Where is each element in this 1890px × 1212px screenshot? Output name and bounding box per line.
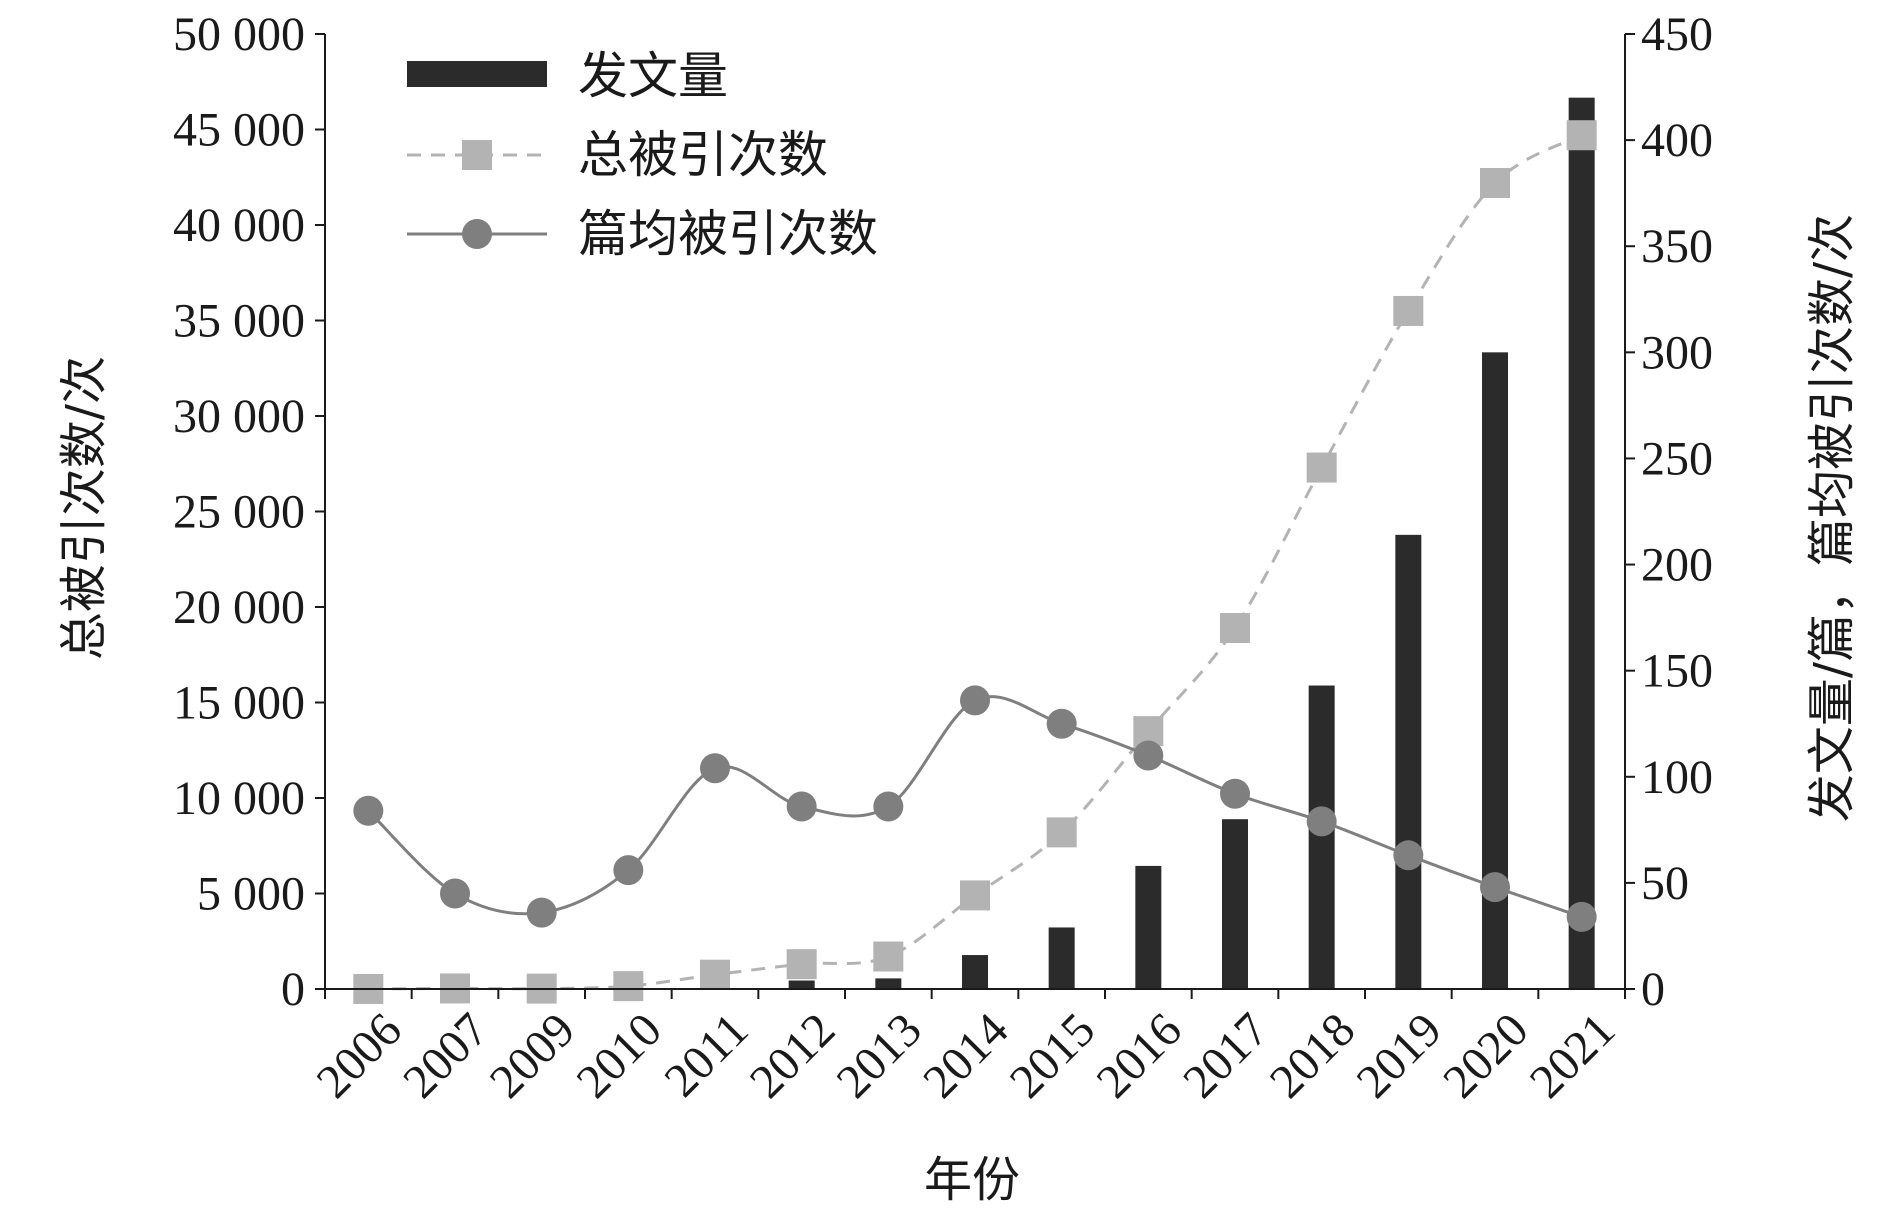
total-citations-point-2013 (873, 941, 904, 972)
left-y-tick-label: 50 000 (173, 8, 305, 61)
x-tick-label-2009: 2009 (480, 1003, 585, 1108)
right-y-tick-label: 300 (1641, 326, 1713, 379)
right-y-tick-label: 200 (1641, 539, 1713, 592)
total-citations-point-2014 (960, 880, 990, 911)
average-citations-point-2009 (526, 897, 557, 928)
legend-label-average-citations: 篇均被引次数 (578, 205, 878, 263)
average-citations-point-2019 (1393, 840, 1424, 871)
x-tick-label-2012: 2012 (740, 1003, 845, 1108)
total-citations-point-2011 (700, 959, 730, 990)
bar-2021 (1568, 97, 1595, 989)
bar-2012 (788, 980, 815, 989)
right-y-tick-label: 450 (1641, 8, 1713, 61)
total-citations-point-2020 (1480, 167, 1510, 198)
legend-bar-swatch (407, 61, 547, 87)
x-tick-label-2015: 2015 (1000, 1003, 1105, 1108)
bar-2014 (962, 955, 988, 989)
average-citations-point-2013 (873, 791, 904, 822)
left-y-tick-label: 35 000 (173, 295, 305, 348)
x-tick-label-2006: 2006 (307, 1003, 412, 1108)
average-citations-point-2018 (1306, 806, 1337, 837)
bar-2018 (1308, 685, 1335, 989)
bar-2017 (1222, 819, 1248, 989)
x-tick-label-2014: 2014 (913, 1003, 1018, 1108)
x-tick-label-2007: 2007 (393, 1003, 498, 1108)
legend-circle-marker (462, 219, 492, 249)
right-y-tick-label: 350 (1641, 220, 1713, 273)
left-y-tick-label: 15 000 (173, 677, 305, 730)
left-y-axis-title: 总被引次数/次 (56, 356, 112, 660)
x-tick-labels: 2006200720092010201120122013201420152016… (307, 1003, 1626, 1108)
x-tick-label-2021: 2021 (1520, 1003, 1625, 1108)
right-y-axis-title: 发文量/篇，篇均被引次数/次 (1804, 214, 1860, 822)
bar-2015 (1048, 927, 1075, 989)
average-citations-series (353, 685, 1597, 932)
total-citations-point-2018 (1306, 452, 1337, 483)
left-y-tick-label: 45 000 (173, 104, 305, 157)
average-citations-point-2014 (960, 685, 990, 716)
average-citations-point-2016 (1133, 740, 1164, 771)
left-y-tick-label: 25 000 (173, 486, 305, 539)
average-citations-point-2010 (613, 855, 644, 886)
total-citations-point-2017 (1220, 613, 1250, 644)
legend-label-papers: 发文量 (578, 47, 728, 105)
average-citations-line (367, 695, 1583, 919)
x-tick-label-2016: 2016 (1087, 1003, 1192, 1108)
x-tick-label-2018: 2018 (1260, 1003, 1365, 1108)
average-citations-point-2007 (440, 878, 470, 909)
x-tick-label-2017: 2017 (1173, 1003, 1278, 1108)
left-y-tick-label: 0 (281, 963, 305, 1016)
legend-square-marker (462, 140, 492, 170)
average-citations-point-2012 (786, 791, 817, 822)
left-y-tick-labels: 0 5 000 10 000 15 000 20 000 25 000 30 000 35 0… (173, 8, 305, 1016)
total-citations-point-2015 (1046, 817, 1077, 848)
right-y-tick-label: 50 (1641, 857, 1689, 910)
bar-2019 (1395, 534, 1422, 989)
legend-label-total-citations: 总被引次数 (578, 126, 828, 184)
average-citations-point-2020 (1480, 872, 1510, 903)
left-y-tick-label: 5 000 (197, 868, 305, 921)
bar-2013 (875, 978, 902, 989)
average-citations-point-2006 (353, 795, 384, 826)
left-y-tick-label: 30 000 (173, 390, 305, 443)
x-tick-label-2011: 2011 (654, 1003, 758, 1107)
average-citations-point-2017 (1220, 778, 1250, 809)
x-tick-label-2010: 2010 (567, 1003, 672, 1108)
right-y-tick-labels: 0 50 100 150 200 250 300 350 400 450 (1641, 8, 1713, 1016)
total-citations-point-2010 (613, 971, 644, 1002)
x-tick-label-2013: 2013 (827, 1003, 932, 1108)
average-citations-point-2011 (700, 753, 730, 784)
x-tick-label-2020: 2020 (1433, 1003, 1538, 1108)
x-axis-title: 年份 (924, 1152, 1020, 1208)
left-y-tick-label: 20 000 (173, 581, 305, 634)
axes (315, 33, 1635, 999)
right-y-tick-label: 0 (1641, 963, 1665, 1016)
total-citations-point-2019 (1393, 295, 1424, 326)
right-y-tick-label: 100 (1641, 751, 1713, 804)
left-y-tick-label: 40 000 (173, 199, 305, 252)
average-citations-point-2015 (1046, 708, 1077, 739)
total-citations-line (368, 133, 1583, 991)
legend: 发文量 总被引次数 篇均被引次数 (407, 47, 878, 263)
x-tick-label-2019: 2019 (1347, 1003, 1452, 1108)
left-y-tick-label: 10 000 (173, 772, 305, 825)
right-y-tick-label: 150 (1641, 645, 1713, 698)
right-y-tick-label: 250 (1641, 432, 1713, 485)
total-citations-point-2021 (1566, 120, 1597, 151)
average-citations-point-2021 (1566, 901, 1597, 932)
right-y-tick-label: 400 (1641, 114, 1713, 167)
total-citations-point-2012 (786, 949, 817, 980)
bar-2016 (1135, 865, 1162, 989)
